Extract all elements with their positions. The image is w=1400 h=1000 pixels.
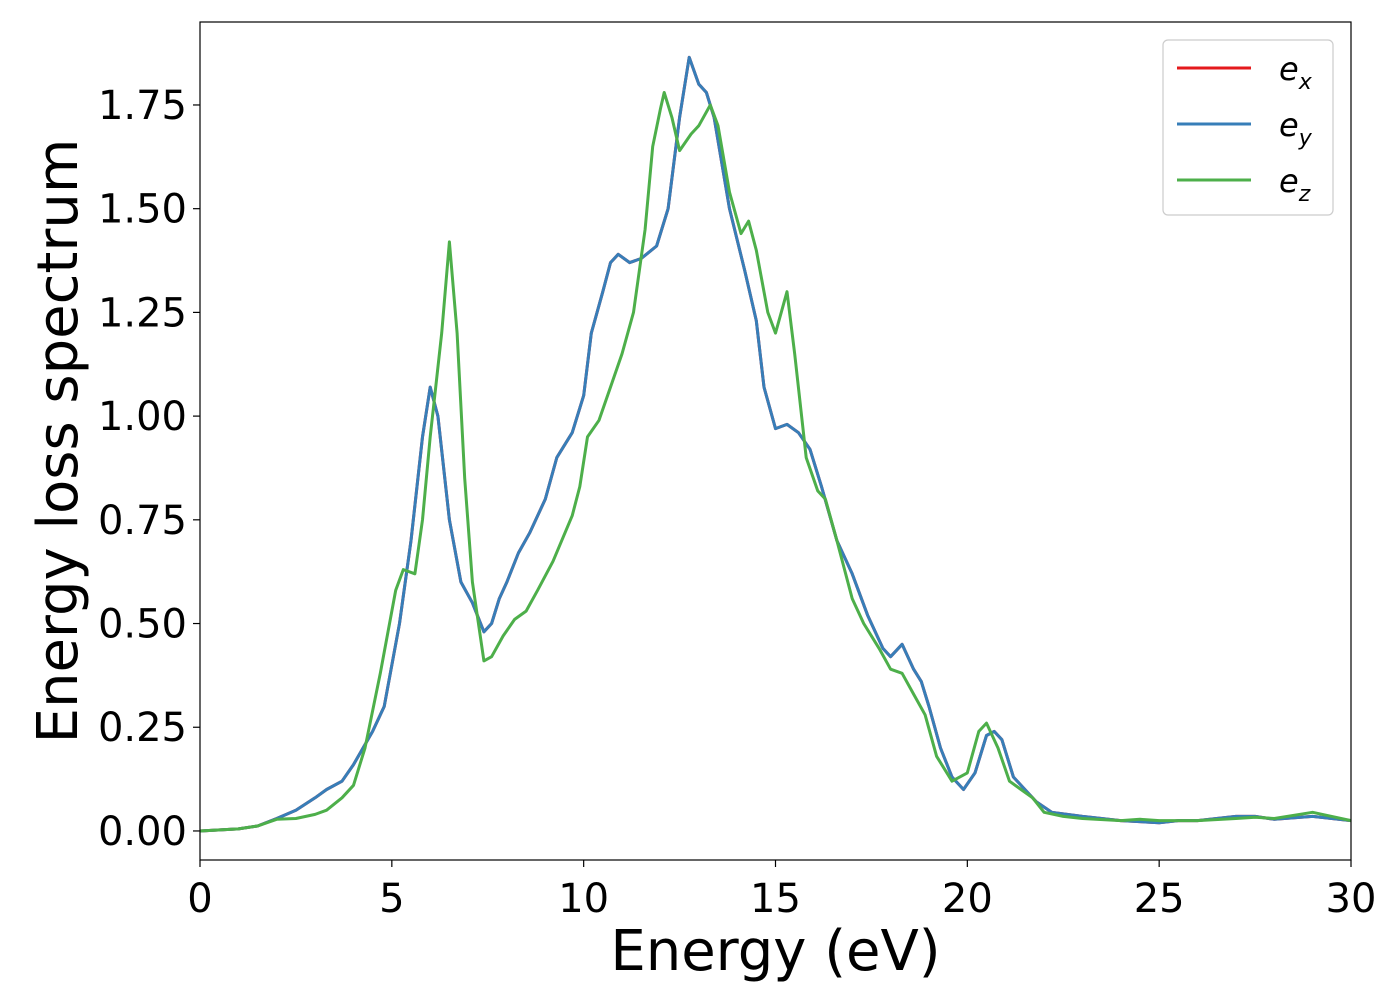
series-layer <box>199 55 1352 833</box>
y-tick-label: 0.25 <box>98 705 187 751</box>
x-axis-label: Energy (eV) <box>610 919 940 984</box>
x-axis: 0 5 10 15 20 25 30 <box>187 860 1376 922</box>
legend-label-base: e <box>1279 162 1299 200</box>
legend-label-base: e <box>1279 50 1299 88</box>
y-tick-label: 0.50 <box>98 602 187 648</box>
y-tick-label: 0.00 <box>98 809 187 855</box>
y-tick-label: 1.25 <box>98 290 187 336</box>
legend-box <box>1162 39 1334 216</box>
y-tick-label: 1.50 <box>98 187 187 233</box>
legend-label-e_x: ex <box>1279 50 1313 95</box>
legend-label-subscript: x <box>1298 70 1313 95</box>
x-tick-label: 25 <box>1134 876 1185 922</box>
legend-label-base: e <box>1279 106 1299 144</box>
y-axis-label: Energy loss spectrum <box>26 139 91 744</box>
legend-label-subscript: y <box>1298 126 1313 151</box>
series-line-e_y <box>199 55 1352 833</box>
x-tick-label: 30 <box>1326 876 1377 922</box>
legend-label-subscript: z <box>1298 182 1311 207</box>
x-tick-label: 5 <box>379 876 404 922</box>
legend-label-e_z: ez <box>1279 162 1311 207</box>
legend-label-e_y: ey <box>1279 106 1313 151</box>
x-tick-label: 10 <box>558 876 609 922</box>
x-tick-label: 15 <box>750 876 801 922</box>
y-tick-label: 1.00 <box>98 394 187 440</box>
series-line-e_z <box>199 91 1352 833</box>
y-tick-label: 1.75 <box>98 83 187 129</box>
x-tick-label: 20 <box>942 876 993 922</box>
x-tick-label: 0 <box>187 876 212 922</box>
y-axis: 0.00 0.25 0.50 0.75 1.00 1.25 1.50 1.75 <box>98 83 200 855</box>
y-tick-label: 0.75 <box>98 498 187 544</box>
